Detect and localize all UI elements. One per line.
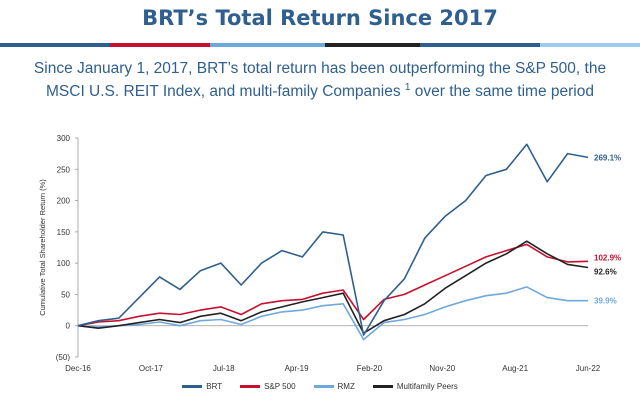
y-tick-label: (50) — [56, 353, 71, 362]
x-tick-label: Dec-16 — [65, 364, 91, 373]
decorative-stripes — [0, 43, 640, 47]
subtitle-text: Since January 1, 2017, BRT’s total retur… — [33, 60, 607, 101]
end-value-label: 269.1% — [594, 153, 621, 162]
legend-swatch — [372, 385, 393, 388]
legend-swatch — [182, 385, 203, 388]
end-value-label: 92.6% — [594, 268, 617, 277]
legend-swatch — [313, 385, 334, 388]
legend-label: Multifamily Peers — [396, 382, 458, 391]
stripe-2 — [110, 43, 210, 47]
stripe-6 — [540, 43, 640, 47]
end-value-label: 102.9% — [594, 253, 621, 262]
y-tick-label: 100 — [57, 259, 71, 268]
legend-item: Multifamily Peers — [372, 382, 458, 391]
series-line-s-p-500 — [77, 243, 589, 327]
page-subtitle: Since January 1, 2017, BRT’s total retur… — [20, 59, 620, 101]
stripe-5 — [420, 43, 540, 47]
legend-swatch — [240, 385, 261, 388]
x-tick-label: Apr-19 — [285, 364, 310, 373]
series-line-rmz — [77, 286, 588, 341]
y-tick-label: 250 — [57, 165, 71, 174]
y-tick-label: 50 — [61, 290, 70, 299]
legend-item: S&P 500 — [240, 382, 296, 391]
footnote-marker: 1 — [404, 82, 411, 93]
x-tick-label: Oct-17 — [139, 364, 164, 373]
x-tick-label: Jul-18 — [213, 364, 235, 373]
x-tick-label: Feb-20 — [357, 364, 383, 373]
series-line-multifamily-peers — [77, 240, 589, 334]
total-return-chart: (50) 0 50 100 150 200 250 300 Cumulative Total S… — [38, 134, 621, 373]
stripe-4 — [325, 43, 420, 47]
legend-label: BRT — [206, 382, 223, 391]
chart-legend: BRT S&P 500 RMZ Multifamily Peers — [0, 382, 640, 391]
legend-item: RMZ — [313, 382, 355, 391]
x-tick-label: Jun-22 — [576, 364, 601, 373]
subtitle-tail: over the same time period — [410, 83, 594, 101]
y-tick-label: 0 — [66, 322, 71, 331]
legend-item: BRT — [182, 382, 222, 391]
page-title: BRT’s Total Return Since 2017 — [142, 6, 498, 30]
y-tick-label: 150 — [57, 228, 71, 237]
series-line-brt — [77, 143, 589, 336]
y-axis-label: Cumulative Total Shareholder Return (%) — [38, 179, 47, 316]
x-tick-label: Aug-21 — [502, 364, 528, 373]
y-tick-label: 300 — [57, 134, 71, 143]
end-value-label: 39.9% — [594, 297, 617, 306]
stripe-1 — [0, 43, 110, 47]
y-tick-label: 200 — [57, 197, 71, 206]
legend-label: S&P 500 — [264, 382, 296, 391]
stripe-3 — [210, 43, 325, 47]
x-tick-label: Nov-20 — [429, 364, 455, 373]
legend-label: RMZ — [337, 382, 355, 391]
